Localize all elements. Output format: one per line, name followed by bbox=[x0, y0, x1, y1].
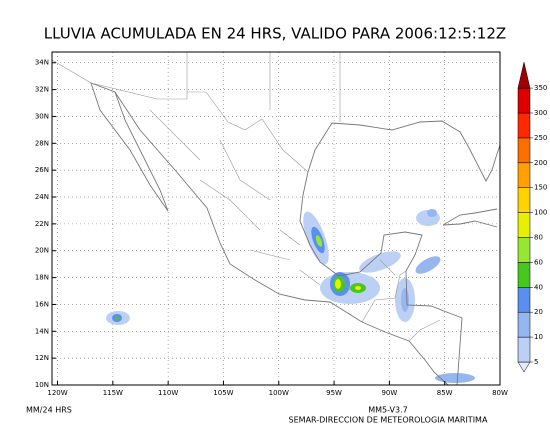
colorbar-label: 5 bbox=[534, 358, 538, 366]
source-label: SEMAR-DIRECCION DE METEOROLOGIA MARITIMA bbox=[289, 416, 488, 425]
colorbar-label: 40 bbox=[534, 283, 543, 291]
plot-frame bbox=[51, 51, 501, 386]
lat-tick-label: 14N bbox=[35, 327, 49, 335]
colorbar: 5 10 20 40 60 80 100 150 200 250 300 350 bbox=[517, 62, 547, 373]
model-label: MM5-V3.7 bbox=[368, 406, 408, 415]
colorbar-label: 200 bbox=[534, 159, 547, 167]
lat-tick-label: 10N bbox=[35, 381, 49, 389]
rain-area bbox=[335, 279, 341, 289]
lat-tick-label: 24N bbox=[35, 193, 49, 201]
lat-tick-label: 32N bbox=[35, 86, 49, 94]
colorbar-label: 100 bbox=[534, 209, 547, 217]
border bbox=[51, 52, 441, 342]
coastline bbox=[90, 82, 169, 212]
colorbar-box bbox=[517, 87, 531, 114]
coastlines bbox=[51, 52, 501, 386]
colorbar-label: 250 bbox=[534, 134, 547, 142]
rain-area bbox=[427, 209, 437, 217]
rain-area bbox=[415, 256, 441, 274]
plot-area bbox=[51, 51, 501, 386]
colorbar-label: 300 bbox=[534, 109, 547, 117]
rain-area bbox=[359, 251, 401, 273]
rain-area bbox=[115, 316, 119, 320]
lon-tick-label: 95W bbox=[326, 389, 342, 397]
lat-tick-label: 26N bbox=[35, 166, 49, 174]
lon-tick-label: 90W bbox=[381, 389, 397, 397]
colorbar-box bbox=[517, 262, 531, 288]
units-label: MM/24 HRS bbox=[26, 406, 72, 415]
colorbar-label: 80 bbox=[534, 234, 543, 242]
rain-area bbox=[401, 288, 409, 312]
colorbar-label: 350 bbox=[534, 84, 547, 92]
colorbar-label: 10 bbox=[534, 333, 543, 341]
lon-tick-label: 110W bbox=[158, 389, 178, 397]
colorbar-label: 60 bbox=[534, 258, 543, 266]
border bbox=[90, 82, 309, 173]
lon-tick-label: 100W bbox=[269, 389, 289, 397]
precipitation bbox=[106, 209, 475, 383]
colorbar-label: 20 bbox=[534, 308, 543, 316]
colorbar-box bbox=[517, 187, 531, 213]
lat-tick-label: 30N bbox=[35, 112, 49, 120]
lon-tick-label: 85W bbox=[437, 389, 453, 397]
lat-tick-label: 12N bbox=[35, 354, 49, 362]
coastline bbox=[114, 91, 449, 386]
colorbar-label: 150 bbox=[534, 184, 547, 192]
lat-tick-label: 28N bbox=[35, 139, 49, 147]
coastline bbox=[299, 171, 463, 386]
lon-tick-label: 120W bbox=[47, 389, 67, 397]
colorbar-box bbox=[517, 162, 531, 188]
lon-tick-label: 115W bbox=[103, 389, 123, 397]
lat-tick-label: 16N bbox=[35, 300, 49, 308]
state-border bbox=[149, 109, 396, 291]
rain-area bbox=[435, 373, 475, 383]
lat-tick-label: 22N bbox=[35, 220, 49, 228]
colorbar-box bbox=[517, 287, 531, 313]
lat-tick-label: 20N bbox=[35, 247, 49, 255]
colorbar-box bbox=[517, 336, 531, 363]
colorbar-end bbox=[517, 62, 531, 89]
coastline bbox=[442, 208, 498, 228]
rain-area bbox=[355, 286, 361, 290]
colorbar-box bbox=[517, 137, 531, 164]
lat-tick-label: 18N bbox=[35, 274, 49, 282]
lon-tick-label: 80W bbox=[492, 389, 508, 397]
colorbar-box bbox=[517, 311, 531, 338]
colorbar-box bbox=[517, 212, 531, 238]
coastline bbox=[307, 120, 501, 182]
rain-area bbox=[315, 235, 323, 247]
map-title: LLUVIA ACUMULADA EN 24 HRS, VALIDO PARA … bbox=[44, 25, 506, 43]
lat-tick-label: 34N bbox=[35, 59, 49, 67]
colorbar-box bbox=[517, 237, 531, 263]
lon-tick-label: 105W bbox=[213, 389, 233, 397]
colorbar-box bbox=[517, 112, 531, 139]
